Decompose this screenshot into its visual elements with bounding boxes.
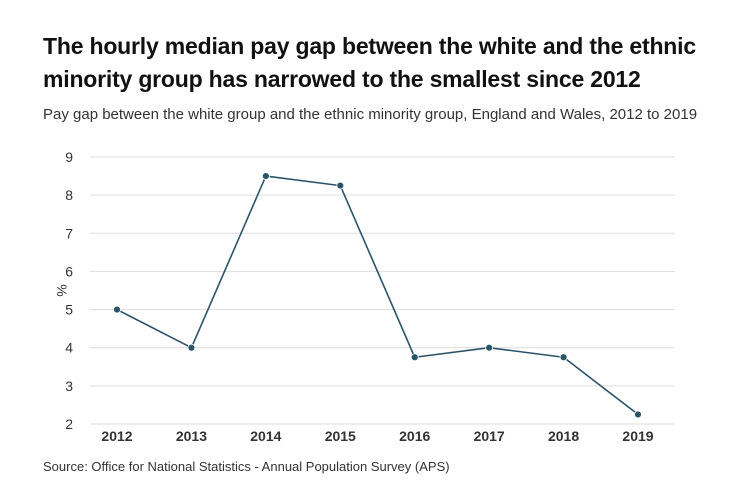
data-point xyxy=(261,172,270,180)
x-axis-ticks: 2012 2013 2014 2015 2016 2017 2018 2019 xyxy=(101,428,653,444)
x-tick-label: 2018 xyxy=(548,428,579,444)
data-point xyxy=(113,305,121,314)
y-tick-label: 2 xyxy=(65,416,73,432)
x-tick-label: 2017 xyxy=(474,428,505,444)
x-tick-label: 2016 xyxy=(399,428,430,444)
x-tick-label: 2012 xyxy=(101,428,132,444)
series-line xyxy=(116,175,639,416)
chart-title: The hourly median pay gap between the wh… xyxy=(43,33,696,92)
y-axis-ticks: 2 3 4 5 6 7 8 9 xyxy=(65,149,73,432)
y-tick-label: 4 xyxy=(65,340,73,356)
y-axis-label: % xyxy=(54,284,70,296)
data-point xyxy=(336,181,345,190)
y-tick-label: 5 xyxy=(65,302,73,318)
data-point xyxy=(187,343,196,352)
chart-subtitle: Pay gap between the white group and the … xyxy=(43,106,698,123)
gridlines xyxy=(90,156,675,425)
y-tick-label: 7 xyxy=(65,225,73,241)
data-point xyxy=(485,343,494,352)
data-series xyxy=(113,172,642,419)
y-tick-label: 3 xyxy=(65,378,73,394)
source-note: Source: Office for National Statistics -… xyxy=(43,459,450,474)
y-tick-label: 9 xyxy=(65,149,73,165)
x-tick-label: 2014 xyxy=(250,428,281,444)
x-tick-label: 2019 xyxy=(622,428,653,444)
y-tick-label: 6 xyxy=(65,263,73,279)
data-point xyxy=(559,353,568,362)
data-point xyxy=(410,353,419,362)
data-point xyxy=(634,410,642,419)
x-tick-label: 2015 xyxy=(325,428,356,444)
x-tick-label: 2013 xyxy=(176,428,207,444)
y-tick-label: 8 xyxy=(65,187,73,203)
